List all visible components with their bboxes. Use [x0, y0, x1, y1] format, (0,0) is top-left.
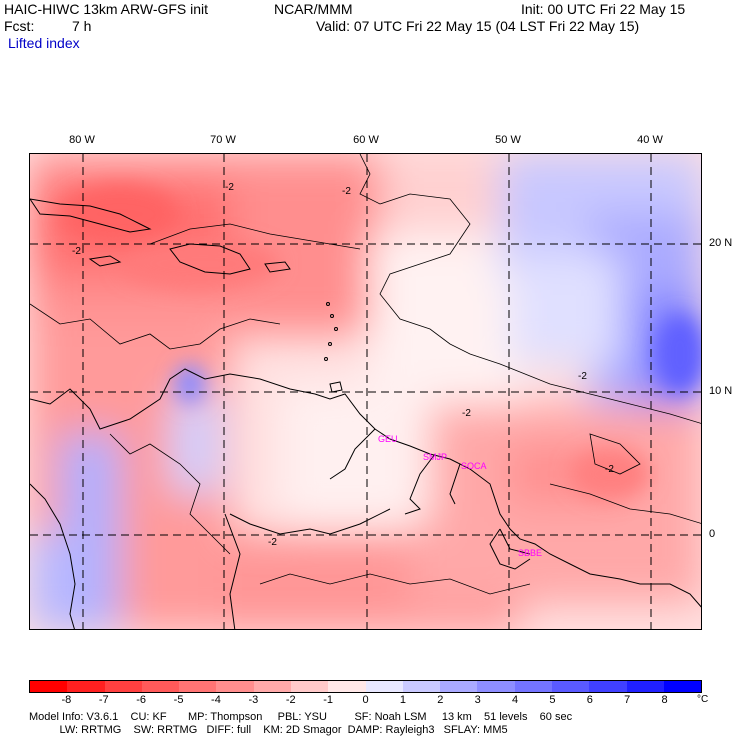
colorbar-tick-label: -6 — [136, 694, 147, 706]
colorbar-tick-label: 6 — [586, 694, 593, 706]
colorbar-swatch — [179, 681, 217, 692]
lat-label-20n: 20 N — [709, 237, 733, 249]
map-canvas: -2 -2 -2 -2 -2 -2 -2 GEU SMJP SOCA SBBE — [30, 154, 701, 629]
colorbar-tick-label: 0 — [362, 694, 369, 706]
lifted-index-map: -2 -2 -2 -2 -2 -2 -2 GEU SMJP SOCA SBBE — [29, 153, 702, 630]
colorbar-swatch — [365, 681, 403, 692]
colorbar — [29, 680, 702, 693]
colorbar-swatch — [30, 681, 68, 692]
colorbar-tick-label: -7 — [98, 694, 109, 706]
colorbar-swatch — [402, 681, 441, 692]
contour-label: -2 — [225, 182, 234, 193]
colorbar-tick-label: -8 — [61, 694, 72, 706]
contour-labels: -2 -2 -2 -2 -2 -2 -2 — [72, 182, 614, 548]
station-labels: GEU SMJP SOCA SBBE — [378, 434, 542, 558]
field-name: Lifted index — [8, 35, 80, 51]
station-label-smjp: SMJP — [423, 452, 447, 462]
contour-label: -2 — [462, 408, 471, 419]
colorbar-tick-label: 7 — [624, 694, 631, 706]
colorbar-swatch — [440, 681, 478, 692]
forecast-hour: 7 h — [72, 18, 92, 34]
colorbar-tick-label: 8 — [661, 694, 668, 706]
colorbar-tick-label: 1 — [399, 694, 406, 706]
lon-label-40w: 40 W — [637, 134, 663, 146]
lon-label-60w: 60 W — [353, 134, 379, 146]
colorbar-swatch — [67, 681, 105, 692]
station-label-sbbe: SBBE — [518, 548, 542, 558]
colorbar-tick-label: -2 — [285, 694, 296, 706]
contour-label: -2 — [268, 537, 277, 548]
org-label: NCAR/MMM — [274, 1, 353, 17]
colorbar-swatch — [328, 681, 366, 692]
colorbar-swatch — [589, 681, 627, 692]
init-time: Init: 00 UTC Fri 22 May 15 — [521, 1, 686, 17]
colorbar-tick-label: -3 — [248, 694, 259, 706]
forecast-label: Fcst: — [4, 18, 35, 34]
colorbar-tick-label: 2 — [437, 694, 444, 706]
colorbar-unit: °C — [697, 694, 709, 705]
model-info-line1: Model Info: V3.6.1 CU: KF MP: Thompson P… — [29, 711, 573, 723]
station-label-soca: SOCA — [461, 461, 487, 471]
colorbar-swatch — [551, 681, 590, 692]
colorbar-swatch — [104, 681, 142, 692]
lat-label-10n: 10 N — [709, 385, 733, 397]
colorbar-tick-label: -1 — [323, 694, 333, 706]
lon-label-70w: 70 W — [210, 134, 236, 146]
colorbar-tick-label: 3 — [474, 694, 481, 706]
model-title: HAIC-HIWC 13km ARW-GFS init — [4, 1, 209, 17]
station-label-geu: GEU — [378, 434, 398, 444]
colorbar-tick-label: 5 — [549, 694, 556, 706]
lon-label-80w: 80 W — [69, 134, 95, 146]
colorbar-tick-label: -5 — [173, 694, 184, 706]
colorbar-swatch — [290, 681, 329, 692]
contour-label: -2 — [72, 246, 81, 257]
colorbar-swatch — [626, 681, 664, 692]
contours — [30, 154, 701, 595]
colorbar-swatch — [477, 681, 515, 692]
colorbar-tick-label: 4 — [511, 694, 519, 706]
coastlines — [30, 198, 701, 629]
model-info-line2: LW: RRTMG SW: RRTMG DIFF: full KM: 2D Sm… — [29, 724, 508, 736]
lat-lon-grid — [30, 154, 701, 629]
contour-label: -2 — [578, 371, 587, 382]
li-detail — [60, 184, 701, 499]
colorbar-swatch — [514, 681, 552, 692]
lon-label-50w: 50 W — [495, 134, 521, 146]
valid-time: Valid: 07 UTC Fri 22 May 15 (04 LST Fri … — [316, 18, 640, 34]
colorbar-tick-label: -4 — [211, 694, 221, 706]
contour-label: -2 — [342, 186, 351, 197]
colorbar-swatch — [663, 681, 702, 692]
colorbar-swatch — [141, 681, 180, 692]
lat-label-0: 0 — [709, 528, 716, 540]
colorbar-swatch — [216, 681, 254, 692]
colorbar-swatch — [253, 681, 291, 692]
contour-label: -2 — [605, 464, 614, 475]
